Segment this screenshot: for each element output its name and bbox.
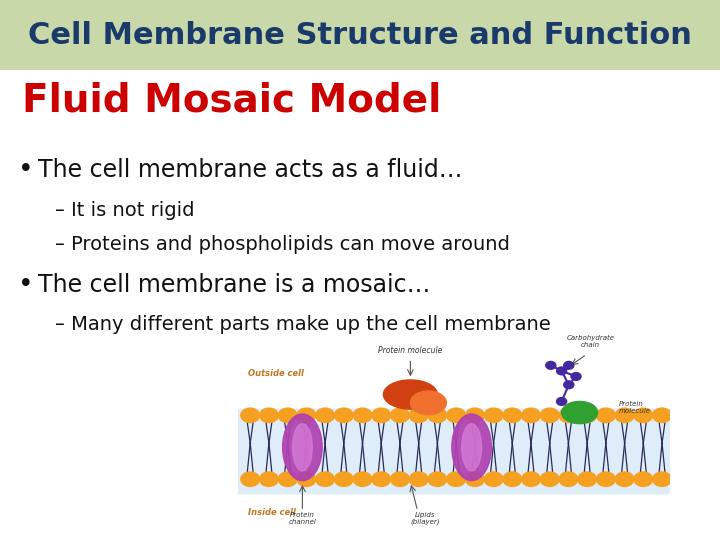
Circle shape — [334, 472, 353, 487]
Text: The cell membrane is a mosaic…: The cell membrane is a mosaic… — [38, 273, 431, 297]
Text: •: • — [18, 272, 34, 298]
Circle shape — [564, 381, 574, 389]
Circle shape — [260, 472, 279, 487]
Circle shape — [557, 397, 567, 406]
Circle shape — [315, 408, 334, 423]
Ellipse shape — [292, 424, 312, 471]
Ellipse shape — [282, 414, 323, 481]
Circle shape — [503, 472, 521, 487]
Ellipse shape — [562, 401, 598, 424]
Circle shape — [409, 408, 428, 423]
Circle shape — [615, 408, 634, 423]
FancyBboxPatch shape — [236, 408, 671, 495]
Circle shape — [465, 472, 484, 487]
Text: – Many different parts make up the cell membrane: – Many different parts make up the cell … — [55, 315, 551, 334]
Circle shape — [446, 472, 465, 487]
Circle shape — [559, 408, 577, 423]
Text: Cell Membrane Structure and Function: Cell Membrane Structure and Function — [28, 21, 692, 50]
Circle shape — [465, 408, 484, 423]
Circle shape — [484, 408, 503, 423]
Ellipse shape — [462, 424, 482, 471]
Circle shape — [615, 472, 634, 487]
Circle shape — [297, 472, 316, 487]
Circle shape — [503, 408, 521, 423]
Circle shape — [428, 408, 446, 423]
Circle shape — [546, 361, 556, 369]
Circle shape — [315, 472, 334, 487]
Text: Inside cell: Inside cell — [248, 508, 296, 517]
Text: – Proteins and phospholipids can move around: – Proteins and phospholipids can move ar… — [55, 235, 510, 254]
Circle shape — [278, 472, 297, 487]
Circle shape — [409, 472, 428, 487]
Circle shape — [390, 408, 409, 423]
Text: Fluid Mosaic Model: Fluid Mosaic Model — [22, 81, 441, 119]
Circle shape — [390, 472, 409, 487]
Text: The cell membrane acts as a fluid…: The cell membrane acts as a fluid… — [38, 158, 462, 182]
Circle shape — [278, 408, 297, 423]
Circle shape — [652, 472, 671, 487]
Ellipse shape — [451, 414, 491, 481]
Circle shape — [353, 408, 372, 423]
Circle shape — [428, 472, 446, 487]
Text: •: • — [18, 157, 34, 183]
Circle shape — [297, 408, 316, 423]
Text: Lipids
(bilayer): Lipids (bilayer) — [410, 511, 439, 525]
Circle shape — [521, 472, 540, 487]
Circle shape — [372, 408, 391, 423]
Circle shape — [540, 472, 559, 487]
Circle shape — [596, 472, 615, 487]
Text: Protein
channel: Protein channel — [289, 511, 316, 525]
Bar — [0, 0, 720, 70]
Circle shape — [596, 408, 615, 423]
Circle shape — [634, 472, 652, 487]
Circle shape — [634, 408, 652, 423]
Circle shape — [446, 408, 465, 423]
Circle shape — [372, 472, 391, 487]
Circle shape — [260, 408, 279, 423]
Circle shape — [334, 408, 353, 423]
Circle shape — [540, 408, 559, 423]
Circle shape — [571, 373, 581, 380]
Circle shape — [484, 472, 503, 487]
Circle shape — [557, 367, 567, 375]
Circle shape — [241, 408, 260, 423]
Circle shape — [564, 361, 574, 369]
Text: Protein
molecule: Protein molecule — [619, 401, 651, 414]
Text: Carbohydrate
chain: Carbohydrate chain — [567, 335, 614, 348]
Circle shape — [652, 408, 671, 423]
Ellipse shape — [410, 391, 446, 415]
Text: Outside cell: Outside cell — [248, 369, 305, 379]
Circle shape — [577, 472, 596, 487]
Ellipse shape — [383, 380, 438, 409]
Text: Protein molecule: Protein molecule — [378, 346, 443, 355]
Text: – It is not rigid: – It is not rigid — [55, 200, 194, 219]
Circle shape — [521, 408, 540, 423]
Circle shape — [241, 472, 260, 487]
Circle shape — [559, 472, 577, 487]
Circle shape — [577, 408, 596, 423]
Circle shape — [353, 472, 372, 487]
